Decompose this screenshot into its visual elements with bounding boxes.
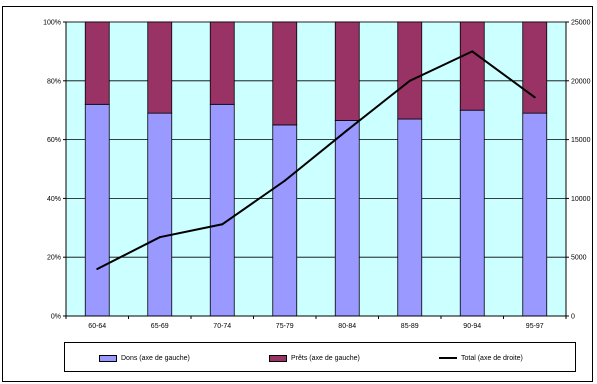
bar-dons-70-74 <box>209 103 235 317</box>
x-tick-label-70-74: 70-74 <box>213 323 231 330</box>
total-point-60-64 <box>96 267 99 270</box>
axes <box>63 21 569 319</box>
total-point-75-79 <box>283 179 286 182</box>
bar-prets-60-64 <box>84 21 110 105</box>
total-point-90-94 <box>471 50 474 53</box>
axis-labels: 0% 20% 40% 60% 80% 100% 0 5000 10000 15000 20000 25… <box>43 20 590 331</box>
bar-dons-90-94 <box>459 109 485 317</box>
x-tick-label-65-69: 65-69 <box>151 323 169 330</box>
right-tick-label: 20000 <box>571 78 591 85</box>
bar-dons-85-89 <box>397 118 423 317</box>
bar-dons-80-84 <box>334 120 360 317</box>
legend-label-total: Total (axe de droite) <box>461 354 523 362</box>
bar-prets-80-84 <box>334 21 360 121</box>
total-point-95-97 <box>533 96 536 99</box>
left-tick-label: 40% <box>47 196 61 203</box>
x-tick-label-60-64: 60-64 <box>88 323 106 330</box>
bar-dons-75-79 <box>272 124 298 317</box>
left-tick-label: 20% <box>47 255 61 262</box>
total-point-85-89 <box>408 79 411 82</box>
bar-prets-90-94 <box>459 21 485 111</box>
total-point-65-69 <box>158 236 161 239</box>
bars <box>84 21 548 317</box>
bar-prets-65-69 <box>147 21 173 114</box>
right-tick-label: 25000 <box>571 20 591 27</box>
left-tick-label: 80% <box>47 78 61 85</box>
legend-item-dons: Dons (axe de gauche) <box>99 352 190 364</box>
bar-prets-95-97 <box>522 21 548 114</box>
legend: Dons (axe de gauche) Prêts (axe de gauch… <box>64 342 576 372</box>
right-tick-label: 0 <box>571 314 575 321</box>
right-tick-label: 10000 <box>571 196 591 203</box>
left-tick-label: 100% <box>43 20 61 27</box>
top-strip <box>0 0 597 6</box>
bar-prets-85-89 <box>397 21 423 120</box>
legend-label-dons: Dons (axe de gauche) <box>121 354 190 362</box>
right-tick-label: 5000 <box>571 255 587 262</box>
total-point-80-84 <box>346 129 349 132</box>
left-tick-label: 0% <box>51 314 61 321</box>
legend-swatch-dons <box>99 354 117 362</box>
x-tick-label-95-97: 95-97 <box>526 323 544 330</box>
legend-swatch-prets <box>269 354 287 362</box>
legend-label-prets: Prêts (axe de gauche) <box>291 354 360 362</box>
bar-dons-65-69 <box>147 112 173 317</box>
legend-item-total: Total (axe de droite) <box>439 352 523 364</box>
legend-swatch-total <box>439 357 457 359</box>
total-point-70-74 <box>221 223 224 226</box>
total-line <box>96 50 536 270</box>
x-tick-label-85-89: 85-89 <box>401 323 419 330</box>
bar-dons-60-64 <box>84 103 110 317</box>
bar-prets-70-74 <box>209 21 235 105</box>
bar-prets-75-79 <box>272 21 298 126</box>
bar-dons-95-97 <box>522 112 548 317</box>
right-tick-label: 15000 <box>571 137 591 144</box>
legend-item-prets: Prêts (axe de gauche) <box>269 352 360 364</box>
x-tick-label-90-94: 90-94 <box>463 323 481 330</box>
chart: 0% 20% 40% 60% 80% 100% 0 5000 10000 15000 20000 25… <box>43 20 590 331</box>
x-tick-label-80-84: 80-84 <box>338 323 356 330</box>
x-tick-label-75-79: 75-79 <box>276 323 294 330</box>
left-tick-label: 60% <box>47 137 61 144</box>
